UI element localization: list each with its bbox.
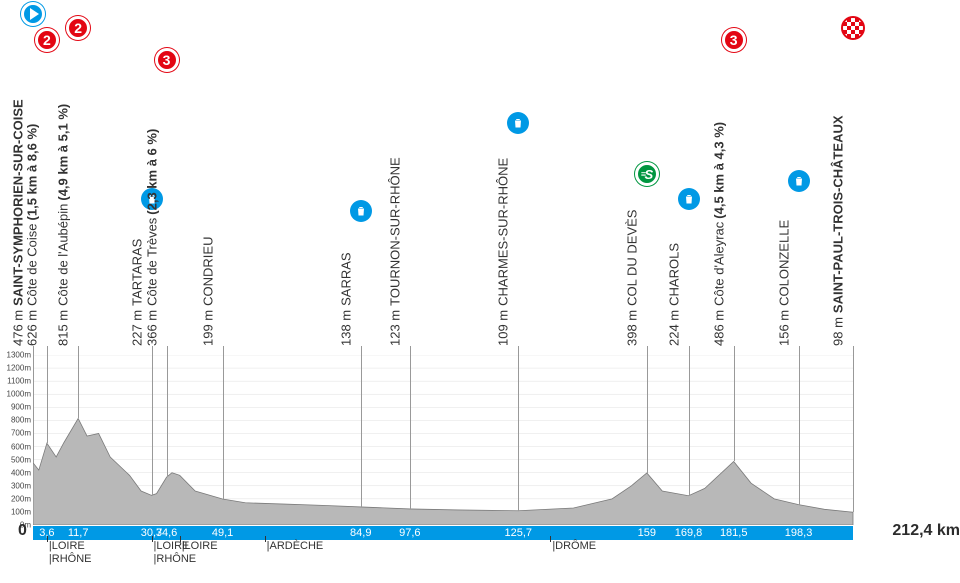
total-distance-label: 212,4 km [892, 522, 960, 540]
km-label: 198,3 [785, 527, 813, 539]
point-label: 626 mCôte de Coise(1,5 km à 8,6 %) [24, 124, 39, 346]
regions-row: |LOIRE|RHÔNE|LOIRE|RHÔNE|LOIRE|ARDÈCHE|D… [33, 540, 903, 580]
y-tick: 600m [11, 442, 31, 451]
guide-line [518, 346, 519, 511]
y-tick: 1000m [7, 390, 31, 399]
y-tick: 1100m [7, 377, 31, 386]
point-label: 123 mTOURNON-SUR-RHÔNE [387, 157, 402, 346]
point-label: 156 mCOLONZELLE [776, 220, 791, 346]
guide-line [223, 346, 224, 499]
km-zero-label: 0 [18, 522, 27, 540]
guide-line [799, 346, 800, 505]
km-label: 11,7 [68, 527, 89, 539]
point-label: 486 mCôte d'Aleyrac(4,5 km à 4,3 %) [711, 122, 726, 346]
km-label: 84,9 [350, 527, 371, 539]
points-layer: 476 mSAINT-SYMPHORIEN-SUR-COISE626 mCôte… [33, 0, 903, 525]
guide-line [78, 346, 79, 418]
cat-icon: 3 [155, 48, 179, 72]
km-label: 97,6 [399, 527, 420, 539]
point-label: 227 mTARTARAS [129, 239, 144, 346]
finish-icon [841, 16, 865, 40]
y-tick: 1200m [7, 364, 31, 373]
y-tick: 500m [11, 455, 31, 464]
guide-line [410, 346, 411, 509]
trash-icon [788, 170, 810, 192]
guide-line [647, 346, 648, 473]
guide-line [734, 346, 735, 461]
guide-line [167, 346, 168, 477]
guide-line [689, 346, 690, 496]
cat-icon: 2 [66, 16, 90, 40]
point-label: 398 mCOL DU DEVÈS [624, 210, 639, 346]
sprint-icon: S [635, 162, 659, 186]
point-label: 366 mCôte de Trèves(2,3 km à 6 %) [144, 129, 159, 346]
trash-icon [507, 112, 529, 134]
guide-line [152, 346, 153, 495]
y-tick: 300m [11, 481, 31, 490]
trash-icon [678, 188, 700, 210]
km-label: 181,5 [720, 527, 748, 539]
km-label: 125,7 [505, 527, 533, 539]
cat-icon: 3 [722, 28, 746, 52]
point-label: 476 mSAINT-SYMPHORIEN-SUR-COISE [11, 99, 26, 346]
y-tick: 800m [11, 416, 31, 425]
km-label: 49,1 [212, 527, 233, 539]
point-label: 98 mSAINT-PAUL-TROIS-CHÂTEAUX [831, 115, 846, 346]
km-label: 159 [638, 527, 656, 539]
km-label: 169,8 [675, 527, 703, 539]
point-label: 138 mSARRAS [338, 252, 353, 346]
cat-icon: 2 [35, 28, 59, 52]
guide-line [853, 346, 854, 512]
guide-line [361, 346, 362, 507]
y-tick: 400m [11, 468, 31, 477]
point-label: 224 mCHAROLS [666, 243, 681, 346]
y-tick: 700m [11, 429, 31, 438]
km-distance-bar: 3,611,730,734,649,184,997,6125,7159169,8… [33, 526, 853, 540]
y-tick: 900m [11, 403, 31, 412]
point-label: 199 mCONDRIEU [200, 237, 215, 346]
point-label: 815 mCôte de l'Aubépin(4,9 km à 5,1 %) [56, 104, 71, 346]
y-tick: 100m [11, 507, 31, 516]
y-tick: 1300m [7, 351, 31, 360]
point-label: 109 mCHARMES-SUR-RHÔNE [496, 158, 511, 346]
km-label: 34,6 [156, 527, 177, 539]
y-tick: 200m [11, 494, 31, 503]
trash-icon [350, 200, 372, 222]
y-axis: 0m100m200m300m400m500m600m700m800m900m10… [0, 350, 33, 525]
guide-line [47, 346, 48, 443]
guide-line [33, 346, 34, 463]
start-icon [21, 2, 45, 26]
